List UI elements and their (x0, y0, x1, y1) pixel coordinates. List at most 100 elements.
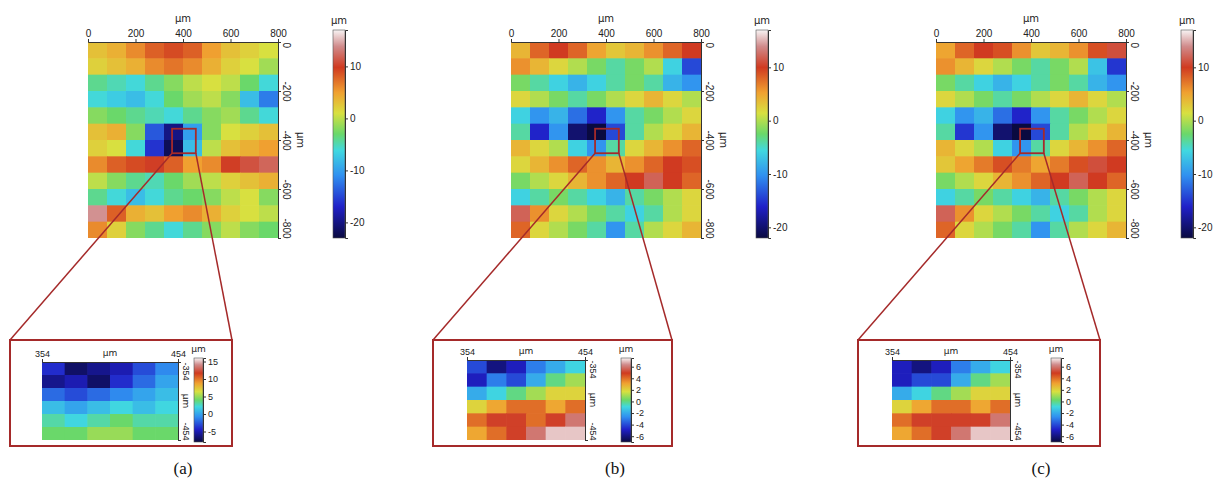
cell (1107, 124, 1126, 141)
cell (1031, 124, 1051, 141)
colorbar (194, 358, 203, 442)
tick: 0 (203, 409, 213, 419)
cell (126, 91, 146, 108)
cell (506, 427, 526, 440)
cell (955, 124, 975, 141)
tick-label: 4 (636, 374, 641, 384)
cell (936, 42, 956, 59)
cell (568, 189, 588, 206)
tick-label: 354 (35, 349, 50, 359)
cell (1107, 189, 1126, 206)
axis-line (512, 39, 702, 43)
y-axis: -354-454 (1010, 361, 1023, 441)
tick-label: -600 (704, 179, 715, 199)
zoom-line (10, 153, 172, 340)
cell (546, 413, 566, 427)
colorbar-axis: 6420-2-4-6 (631, 359, 644, 443)
y-axis-title: µm (588, 393, 598, 408)
x-axis: 0200400600800 (509, 28, 711, 43)
cell (221, 140, 241, 157)
cell (126, 222, 146, 238)
cell (126, 205, 146, 222)
cell (1012, 222, 1032, 238)
tick-label: 0 (281, 43, 292, 49)
tick-label: 800 (693, 28, 710, 39)
cell (65, 362, 88, 376)
axis-line (346, 31, 349, 239)
tick-mark (345, 66, 348, 67)
tick-mark (467, 357, 468, 360)
cell (955, 42, 975, 59)
y-axis: 0-200-400-600-800 (701, 43, 715, 239)
cell (506, 413, 526, 427)
cell (126, 140, 146, 157)
tick: 0 (934, 28, 940, 42)
cell (644, 91, 664, 108)
colorbar (1051, 358, 1061, 442)
cell (107, 75, 127, 92)
cell (1107, 140, 1126, 157)
tick-mark (203, 379, 206, 380)
cell (126, 156, 146, 173)
tick-label: 10 (208, 374, 218, 384)
tick-mark (1010, 440, 1013, 441)
cell (88, 124, 108, 141)
tick: -10 (1193, 169, 1213, 180)
tick-mark (1193, 67, 1196, 68)
cell (259, 75, 278, 92)
cell (126, 42, 146, 59)
zoom-line (433, 153, 595, 340)
cell (587, 124, 607, 141)
colorbar-title: µm (1179, 15, 1195, 26)
cell (931, 387, 951, 401)
tick: 800 (270, 28, 287, 42)
tick: 800 (1118, 28, 1135, 42)
cell (65, 401, 88, 415)
tick-mark (183, 39, 184, 42)
tick-mark (1061, 401, 1064, 402)
cell (568, 140, 588, 157)
cell (1050, 107, 1070, 124)
cell (107, 107, 127, 124)
tick-label: 600 (646, 28, 663, 39)
cell (133, 414, 156, 428)
cell (240, 124, 260, 141)
colorbar-title: µm (191, 344, 206, 354)
cell (467, 413, 487, 427)
tick-mark (1061, 367, 1064, 368)
tick-label: -2 (636, 408, 644, 418)
tick-mark (631, 413, 634, 414)
tick-mark (178, 440, 181, 441)
tick: 400 (1023, 28, 1040, 42)
cell (606, 75, 626, 92)
heatmap-panel: 354454-354-454µmµm6420-2-4-6µm (460, 344, 644, 443)
cell (568, 124, 588, 141)
cell (990, 413, 1010, 427)
cell (87, 375, 110, 389)
cell (974, 124, 994, 141)
tick: 200 (976, 28, 993, 42)
tick-mark (1061, 390, 1064, 391)
cell (487, 387, 507, 401)
cell (183, 222, 203, 238)
cell (88, 189, 108, 206)
cell (183, 91, 203, 108)
cell (644, 189, 664, 206)
y-axis: -354-454 (585, 361, 598, 441)
cell (951, 373, 971, 387)
tick-mark (178, 362, 181, 363)
cell (526, 360, 546, 374)
tick-mark (231, 39, 232, 42)
cell (65, 375, 88, 389)
cell (183, 140, 203, 157)
tick-label: 0 (350, 113, 356, 124)
cell (974, 75, 994, 92)
cell (951, 427, 971, 440)
colorbar-title: µm (754, 15, 770, 26)
cell (126, 124, 146, 141)
cell (511, 91, 531, 108)
cell (526, 400, 546, 414)
cell (951, 413, 971, 427)
tick-mark (345, 222, 348, 223)
cell (1088, 189, 1108, 206)
